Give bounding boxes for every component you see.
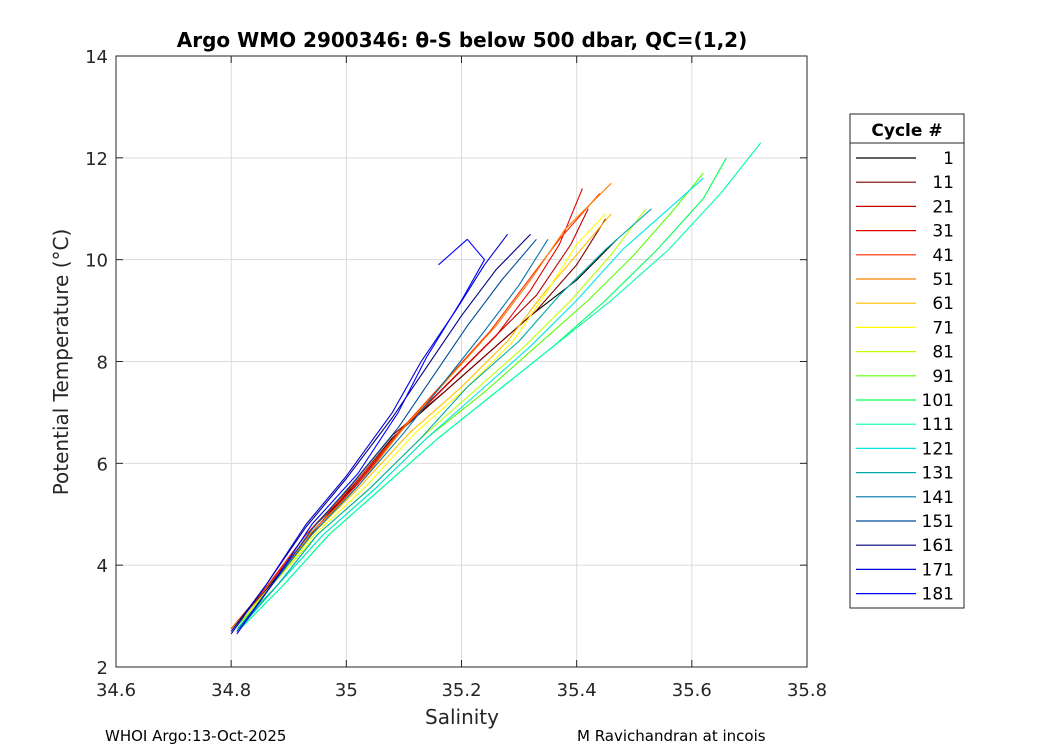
series-line-cycle-121 <box>236 177 704 630</box>
grid <box>116 56 807 667</box>
footer-right: M Ravichandran at incois <box>577 727 766 745</box>
series-line-cycle-131 <box>236 208 652 632</box>
x-tick-label: 34.8 <box>211 680 251 701</box>
legend: Cycle # 11121314151617181911011111211311… <box>849 113 965 609</box>
legend-label: 51 <box>932 270 954 290</box>
series-line-cycle-51 <box>230 182 612 630</box>
legend-label: 91 <box>932 367 954 387</box>
legend-label: 21 <box>932 197 954 217</box>
legend-label: 171 <box>922 560 954 580</box>
y-tick-label: 12 <box>85 149 108 170</box>
y-tick-label: 8 <box>97 353 108 374</box>
y-tick-label: 2 <box>97 658 108 679</box>
legend-title: Cycle # <box>871 121 942 141</box>
legend-label: 31 <box>932 222 954 242</box>
x-tick-label: 34.6 <box>96 680 136 701</box>
legend-label: 121 <box>922 439 954 459</box>
plot-area: 34.6 34.8 35 35.2 35.4 35.6 35.8 2 4 6 8 10 12 14 <box>85 47 827 701</box>
footer-left: WHOI Argo:13-Oct-2025 <box>105 727 286 745</box>
legend-label: 11 <box>932 173 954 193</box>
legend-label: 41 <box>932 246 954 266</box>
series-line-cycle-111 <box>242 142 762 627</box>
x-axis-ticks: 34.6 34.8 35 35.2 35.4 35.6 35.8 <box>96 56 827 701</box>
legend-label: 81 <box>932 343 954 363</box>
legend-label: 61 <box>932 294 954 314</box>
x-tick-label: 35 <box>335 680 358 701</box>
x-tick-label: 35.8 <box>787 680 827 701</box>
x-axis-label: Salinity <box>425 705 499 729</box>
legend-label: 111 <box>922 415 954 435</box>
legend-label: 181 <box>922 585 954 605</box>
y-tick-label: 10 <box>85 251 108 272</box>
series-line-cycle-181 <box>236 238 486 635</box>
y-tick-label: 4 <box>97 556 108 577</box>
series-line-cycle-71 <box>236 213 606 627</box>
y-tick-label: 6 <box>97 454 108 475</box>
x-tick-label: 35.4 <box>557 680 597 701</box>
x-tick-label: 35.6 <box>672 680 712 701</box>
legend-label: 161 <box>922 536 954 556</box>
legend-label: 141 <box>922 488 954 508</box>
y-axis-label: Potential Temperature (°C) <box>49 229 73 496</box>
series-lines <box>230 142 762 635</box>
legend-label: 131 <box>922 464 954 484</box>
legend-items: 1112131415161718191101111121131141151161… <box>856 149 954 605</box>
series-line-cycle-151 <box>236 238 537 632</box>
legend-label: 101 <box>922 391 954 411</box>
series-line-cycle-81 <box>236 208 647 627</box>
legend-label: 151 <box>922 512 954 532</box>
chart-title: Argo WMO 2900346: θ-S below 500 dbar, QC… <box>177 28 747 52</box>
y-axis-ticks: 2 4 6 8 10 12 14 <box>85 47 807 679</box>
legend-label: 1 <box>943 149 954 169</box>
series-line-cycle-171 <box>230 233 509 635</box>
legend-label: 71 <box>932 318 954 338</box>
y-tick-label: 14 <box>85 47 108 68</box>
legend-box <box>849 113 965 609</box>
x-tick-label: 35.2 <box>441 680 481 701</box>
series-line-cycle-141 <box>236 239 549 632</box>
